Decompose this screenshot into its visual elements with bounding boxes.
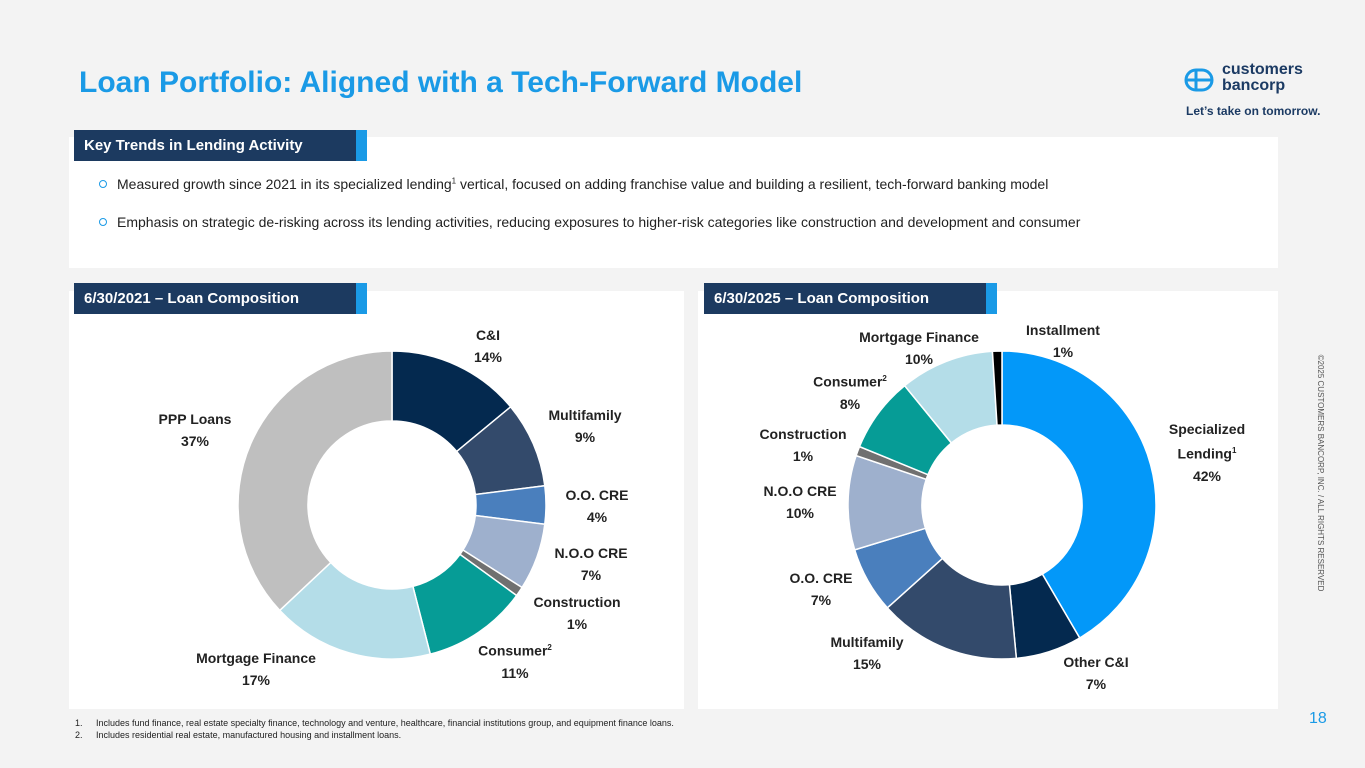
label-2021-multifamily: Multifamily 9% (548, 407, 622, 445)
label-2025-installment: Installment 1% (1026, 322, 1100, 360)
label-2025-oo-cre: O.O. CRE 7% (789, 570, 853, 608)
label-2021-consumer: Consumer2 11% (478, 642, 552, 681)
trend-bullet-2: Emphasis on strategic de-risking across … (99, 214, 1080, 230)
label-2021-construction: Construction 1% (533, 594, 621, 632)
label-2025-other-ci: Other C&I 7% (1063, 654, 1129, 692)
label-2025-mortgage-finance: Mortgage Finance 10% (859, 329, 979, 367)
slice-2025-specialized-lending (1001, 350, 1157, 639)
label-2021-oo-cre: O.O. CRE 4% (565, 487, 629, 525)
chart-title-2021: 6/30/2021 – Loan Composition (74, 283, 367, 314)
label-2021-ci: C&I 14% (473, 327, 503, 365)
slice-2025-installment (991, 350, 1003, 426)
tagline: Let’s take on tomorrow. (1186, 104, 1321, 118)
logo-line2: bancorp (1222, 77, 1286, 94)
chart-title-2025: 6/30/2025 – Loan Composition (704, 283, 997, 314)
bullet-circle-icon (99, 218, 107, 227)
key-trends-heading: Key Trends in Lending Activity (74, 130, 367, 161)
footnotes: 1. Includes fund finance, real estate spe… (75, 717, 674, 741)
label-2021-noo-cre: N.O.O CRE 7% (554, 545, 628, 583)
slice-2021-ppp-loans (237, 350, 393, 612)
label-2025-multifamily: Multifamily 15% (830, 634, 904, 672)
logo-mark-icon (1184, 68, 1214, 92)
label-2021-ppp-loans: PPP Loans 37% (158, 411, 232, 449)
page-number: 18 (1309, 710, 1327, 727)
footnote-1: 1. Includes fund finance, real estate spe… (75, 718, 674, 728)
page-title: Loan Portfolio: Aligned with a Tech-Forw… (79, 66, 803, 99)
trend-bullet-1: Measured growth since 2021 in its specia… (99, 176, 1048, 192)
company-logo: customers bancorp (1184, 62, 1334, 122)
label-2021-mortgage-finance: Mortgage Finance 17% (196, 650, 316, 688)
label-2025-specialized-lending: Specialized Lending1 42% (1168, 421, 1246, 484)
logo-line1: customers (1222, 61, 1303, 78)
label-2025-construction: Construction 1% (759, 426, 847, 464)
label-2025-consumer: Consumer2 8% (813, 373, 887, 412)
footnote-2: 2. Includes residential real estate, manu… (75, 730, 402, 740)
bullet-circle-icon (99, 180, 107, 189)
label-2025-noo-cre: N.O.O CRE 10% (763, 483, 837, 521)
